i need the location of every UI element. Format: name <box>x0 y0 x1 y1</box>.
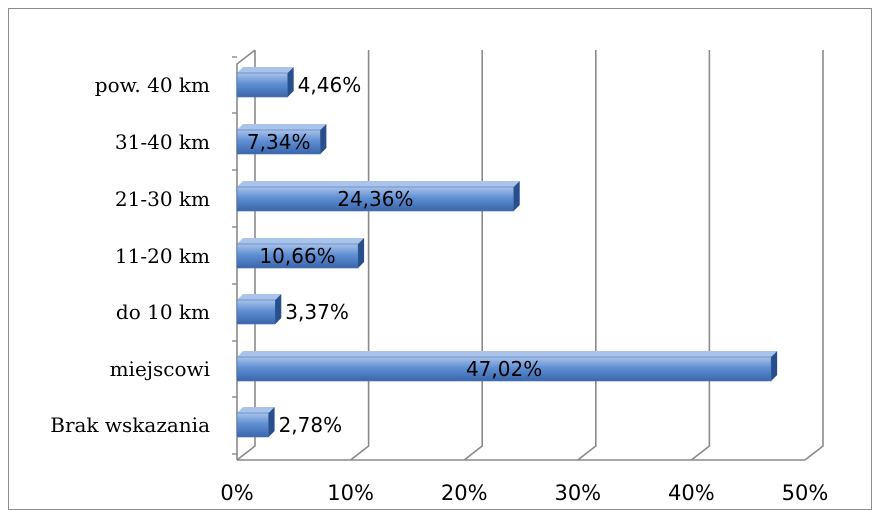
category-label: 31-40 km <box>115 130 210 154</box>
bar <box>236 407 275 438</box>
bar <box>236 351 778 382</box>
category-label: 21-30 km <box>115 187 210 211</box>
bar <box>236 238 365 269</box>
x-tick-label: 20% <box>441 481 488 505</box>
bar <box>236 67 294 98</box>
category-label: miejscowi <box>110 357 210 381</box>
bar <box>236 294 282 325</box>
bar-layer <box>236 67 778 438</box>
data-label: 47,02% <box>466 357 542 381</box>
data-label: 2,78% <box>279 413 343 437</box>
category-label: pow. 40 km <box>95 73 210 97</box>
label-layer: 0% 10% 20% 30% 40% 50% pow. 40 km 4,46% 31-40 km… <box>50 73 828 505</box>
x-tick-label: 0% <box>220 481 253 505</box>
bar <box>236 181 520 212</box>
gridline <box>463 50 484 461</box>
x-tick-label: 10% <box>327 481 374 505</box>
data-label: 10,66% <box>259 244 335 268</box>
data-label: 24,36% <box>337 187 413 211</box>
bar <box>236 124 327 155</box>
y-axis-wall <box>236 49 256 460</box>
data-label: 7,34% <box>247 130 311 154</box>
x-tick-label: 30% <box>554 481 601 505</box>
data-label: 4,46% <box>298 73 362 97</box>
gridline <box>690 50 711 461</box>
gridline <box>577 50 597 461</box>
category-label: 11-20 km <box>115 244 210 268</box>
category-label: do 10 km <box>116 300 210 324</box>
chart-frame <box>8 8 872 510</box>
category-label: Brak wskazania <box>50 413 210 437</box>
gridline <box>804 50 824 461</box>
data-label: 3,37% <box>285 300 349 324</box>
x-tick-label: 50% <box>782 481 829 505</box>
x-tick-label: 40% <box>668 481 715 505</box>
